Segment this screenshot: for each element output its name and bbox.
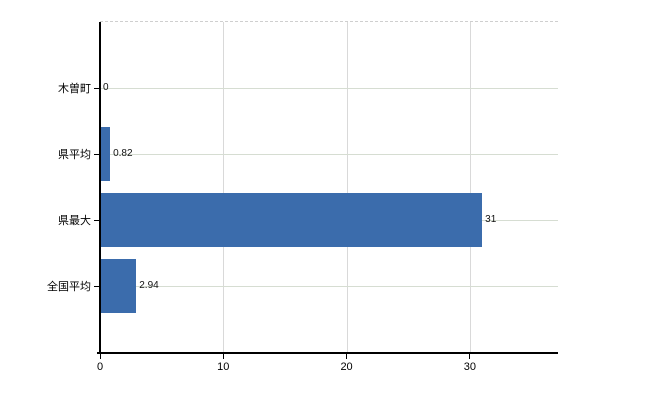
bar-row: 31: [100, 193, 558, 247]
horizontal-gridline: [100, 153, 558, 155]
y-axis-tick: [94, 219, 100, 221]
bar: [100, 127, 111, 181]
plot-top-dashed-border: [100, 21, 558, 22]
x-axis-tick: [346, 354, 348, 359]
value-label: 0: [103, 82, 109, 93]
x-tick-label: 20: [340, 361, 353, 373]
category-label: 県最大: [58, 215, 91, 227]
vertical-gridline: [346, 22, 348, 352]
vertical-gridline: [469, 22, 471, 352]
y-axis-tick: [94, 285, 100, 287]
bar: [100, 193, 483, 247]
horizontal-gridline: [100, 285, 558, 287]
category-label: 県平均: [58, 149, 91, 161]
horizontal-gridline: [100, 87, 558, 89]
vertical-gridline: [223, 22, 225, 352]
x-tick-label: 0: [96, 361, 104, 373]
category-label: 木曽町: [58, 83, 91, 95]
x-axis-line: [97, 352, 558, 354]
y-axis-tick: [94, 153, 100, 155]
x-axis-tick: [99, 354, 101, 359]
y-axis-labels: 木曽町県平均県最大全国平均: [0, 22, 91, 352]
x-axis-tick: [222, 354, 224, 359]
y-axis-line: [99, 22, 101, 353]
x-tick-label: 10: [217, 361, 230, 373]
bar-row: 0.82: [100, 127, 558, 181]
value-label: 31: [485, 214, 497, 225]
bar-row: 2.94: [100, 259, 558, 313]
bar: [100, 259, 137, 313]
value-label: 0.82: [113, 148, 133, 159]
plot-area: 0 0.82 31 2.94: [100, 22, 558, 352]
x-axis-tick: [469, 354, 471, 359]
category-label: 全国平均: [47, 281, 91, 293]
x-tick-label: 30: [463, 361, 476, 373]
y-axis-tick: [94, 87, 100, 89]
bar-row: 0: [100, 61, 558, 115]
value-label: 2.94: [139, 280, 159, 291]
